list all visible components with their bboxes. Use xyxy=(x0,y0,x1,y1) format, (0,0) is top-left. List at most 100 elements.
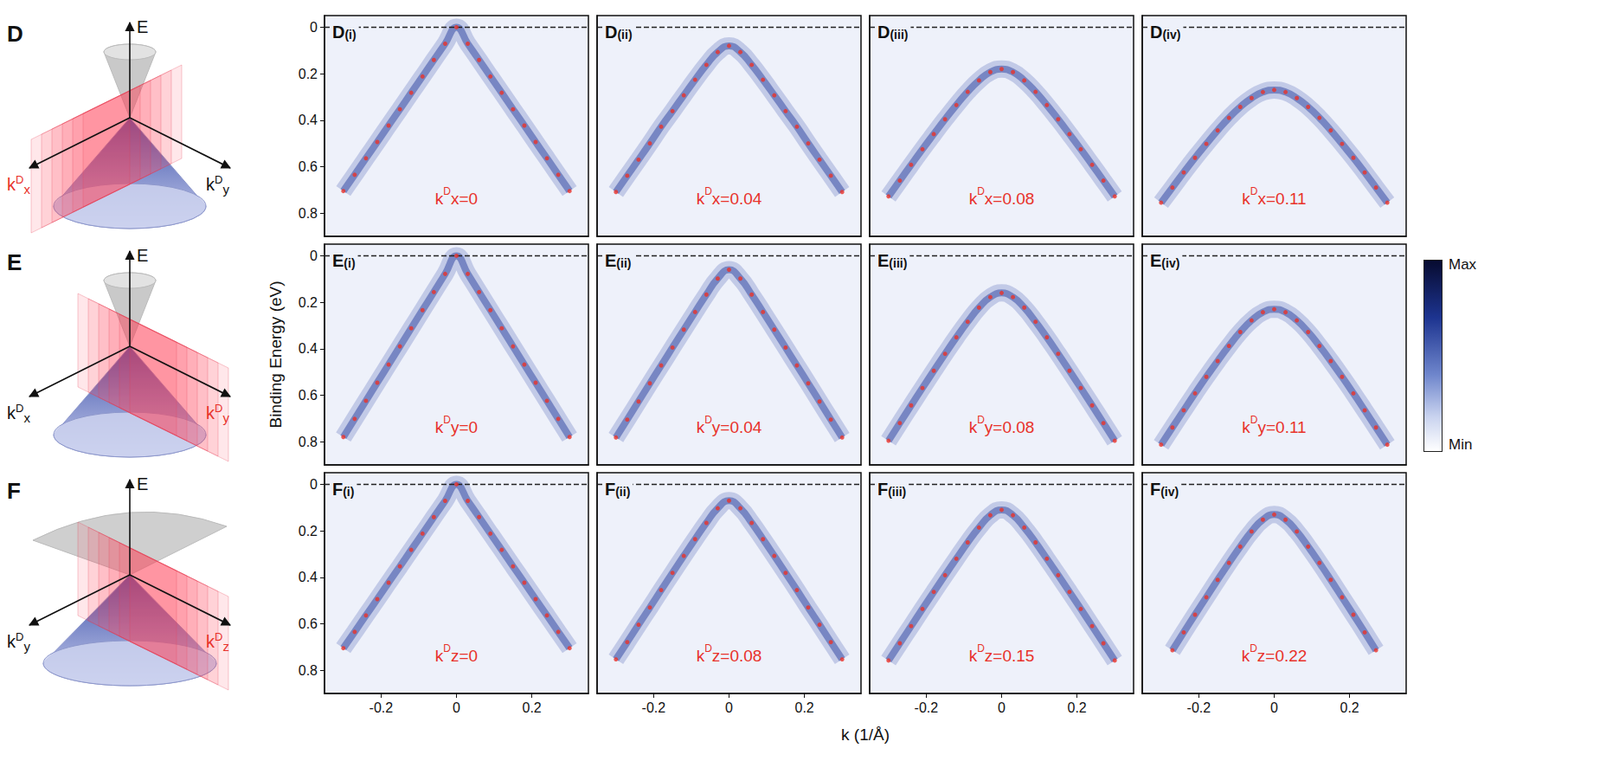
svg-text:D: D xyxy=(443,413,451,426)
svg-text:-0.2: -0.2 xyxy=(642,700,667,715)
svg-text:z=0: z=0 xyxy=(450,646,478,665)
svg-text:kDx: kDx xyxy=(6,401,31,425)
svg-text:D: D xyxy=(6,20,24,47)
svg-text:k: k xyxy=(696,646,706,665)
svg-text:D: D xyxy=(1249,642,1258,655)
svg-text:0.6: 0.6 xyxy=(298,387,318,403)
svg-text:0.2: 0.2 xyxy=(1067,700,1087,715)
svg-text:F: F xyxy=(332,479,343,499)
svg-text:0.8: 0.8 xyxy=(298,205,318,221)
svg-text:0.4: 0.4 xyxy=(298,569,318,585)
svg-text:0.8: 0.8 xyxy=(298,434,318,450)
svg-text:0.6: 0.6 xyxy=(298,616,318,631)
svg-text:E: E xyxy=(6,249,22,276)
svg-text:-0.2: -0.2 xyxy=(1187,700,1212,715)
svg-text:D: D xyxy=(877,22,890,42)
svg-text:k: k xyxy=(1241,189,1251,208)
svg-text:F: F xyxy=(604,479,616,499)
svg-text:D: D xyxy=(976,185,985,198)
svg-text:0: 0 xyxy=(309,248,318,264)
svg-text:(i): (i) xyxy=(343,256,355,270)
svg-text:F: F xyxy=(877,479,888,499)
svg-text:-0.2: -0.2 xyxy=(914,700,939,715)
svg-text:k (1/Å): k (1/Å) xyxy=(841,725,890,744)
svg-text:0: 0 xyxy=(997,700,1006,715)
svg-text:0: 0 xyxy=(309,19,318,35)
svg-text:D: D xyxy=(704,185,713,198)
svg-text:k: k xyxy=(1241,417,1251,437)
svg-text:E: E xyxy=(136,474,148,494)
svg-text:0: 0 xyxy=(452,700,461,715)
svg-text:(i): (i) xyxy=(344,27,356,42)
svg-text:D: D xyxy=(1150,22,1163,42)
svg-text:(ii): (ii) xyxy=(615,484,630,499)
svg-text:y=0.08: y=0.08 xyxy=(984,417,1035,437)
svg-text:D: D xyxy=(976,642,985,655)
svg-text:z=0.08: z=0.08 xyxy=(712,646,763,665)
svg-text:0: 0 xyxy=(309,476,318,492)
svg-text:0.8: 0.8 xyxy=(298,662,318,678)
svg-text:k: k xyxy=(969,417,978,437)
svg-text:y=0.11: y=0.11 xyxy=(1257,417,1306,437)
svg-text:D: D xyxy=(443,642,451,655)
svg-text:kDz: kDz xyxy=(205,629,230,654)
svg-text:x=0: x=0 xyxy=(450,189,478,208)
svg-text:y=0.04: y=0.04 xyxy=(712,417,763,437)
svg-text:(iv): (iv) xyxy=(1161,256,1180,270)
svg-text:(iii): (iii) xyxy=(887,484,907,499)
svg-text:D: D xyxy=(1250,185,1259,198)
svg-text:F: F xyxy=(1150,479,1161,499)
svg-text:D: D xyxy=(704,642,713,655)
svg-text:E: E xyxy=(136,17,148,37)
svg-text:E: E xyxy=(136,245,148,265)
svg-text:y=0: y=0 xyxy=(450,417,478,437)
svg-text:(i): (i) xyxy=(342,484,354,499)
svg-text:D: D xyxy=(332,22,345,42)
svg-text:x=0.11: x=0.11 xyxy=(1257,189,1306,208)
svg-text:D: D xyxy=(976,413,985,426)
svg-text:0.2: 0.2 xyxy=(298,66,318,82)
svg-text:x=0.08: x=0.08 xyxy=(984,189,1035,208)
svg-text:(iv): (iv) xyxy=(1160,484,1179,499)
svg-text:0.2: 0.2 xyxy=(298,523,318,539)
svg-text:F: F xyxy=(6,477,21,504)
svg-text:-0.2: -0.2 xyxy=(369,700,394,715)
svg-text:D: D xyxy=(443,185,451,198)
svg-text:k: k xyxy=(435,646,444,665)
svg-text:E: E xyxy=(1150,250,1162,270)
svg-text:E: E xyxy=(332,250,344,270)
svg-text:E: E xyxy=(877,250,889,270)
svg-text:k: k xyxy=(969,646,978,665)
svg-text:0.2: 0.2 xyxy=(522,700,542,715)
svg-text:0.6: 0.6 xyxy=(298,159,318,174)
svg-text:z=0.15: z=0.15 xyxy=(984,646,1035,665)
svg-text:x=0.04: x=0.04 xyxy=(712,189,763,208)
svg-text:k: k xyxy=(435,189,444,208)
svg-text:0.4: 0.4 xyxy=(298,112,318,128)
svg-text:k: k xyxy=(696,189,706,208)
svg-text:(iii): (iii) xyxy=(889,27,908,42)
svg-text:0.2: 0.2 xyxy=(1340,700,1360,715)
svg-text:k: k xyxy=(969,189,978,208)
svg-text:(ii): (ii) xyxy=(616,27,632,42)
svg-text:k: k xyxy=(1241,646,1251,665)
svg-text:E: E xyxy=(604,250,617,270)
svg-text:(iv): (iv) xyxy=(1162,27,1181,42)
svg-text:D: D xyxy=(1250,413,1259,426)
svg-text:0.4: 0.4 xyxy=(298,340,318,356)
svg-text:(ii): (ii) xyxy=(616,256,631,270)
svg-text:0.2: 0.2 xyxy=(795,700,815,715)
svg-text:z=0.22: z=0.22 xyxy=(1257,646,1308,665)
svg-text:kDy: kDy xyxy=(6,629,31,654)
svg-text:0: 0 xyxy=(1270,700,1279,715)
svg-text:(iii): (iii) xyxy=(888,256,907,270)
svg-text:0.2: 0.2 xyxy=(298,295,318,310)
svg-text:k: k xyxy=(696,417,706,437)
svg-text:k: k xyxy=(435,417,444,437)
svg-text:kDy: kDy xyxy=(205,401,230,425)
svg-text:Binding Energy (eV): Binding Energy (eV) xyxy=(266,280,285,428)
svg-text:kDx: kDx xyxy=(6,173,31,197)
svg-text:kDy: kDy xyxy=(205,173,230,197)
svg-text:0: 0 xyxy=(725,700,733,715)
svg-text:D: D xyxy=(604,22,617,42)
